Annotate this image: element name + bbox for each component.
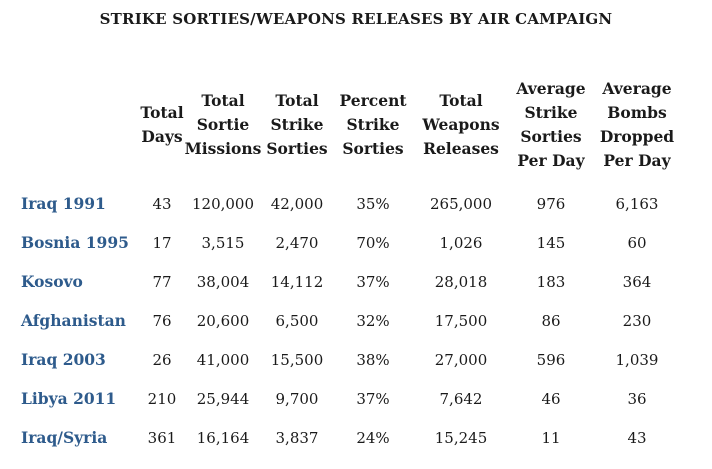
header-cell-total-weapons-releases: Total Weapons Releases [414,66,508,184]
header-line: Per Day [603,151,671,170]
cell-total-strike-sorties: 14,112 [270,272,324,291]
cell-avg-bombs-dropped-per-day: 364 [622,272,652,291]
cell-total-days: 77 [152,272,172,291]
cell-percent-strike-sorties: 37% [356,389,390,408]
cell-percent-strike-sorties: 32% [356,311,390,330]
cell-avg-bombs-dropped-per-day: 230 [622,311,652,330]
header-line: Sorties [266,139,328,158]
cell-total-weapons-releases: 15,245 [434,428,488,447]
cell-percent-strike-sorties: 70% [356,233,390,252]
header-line: Releases [423,139,499,158]
cell-percent-strike-sorties: 24% [356,428,390,447]
header-line: Days [141,127,183,146]
header-line: Dropped [599,127,675,146]
cell-avg-strike-sorties-per-day: 976 [536,194,566,213]
table-row: Bosnia 1995 17 3,515 2,470 70% 1,026 145 60 [12,223,680,262]
campaign-name: Iraq/Syria [21,428,108,447]
header-line: Strike [346,115,400,134]
cell-avg-strike-sorties-per-day: 596 [536,350,566,369]
cell-total-strike-sorties: 9,700 [275,389,319,408]
campaign-table: Total Days Total Sortie Missions Total Strike S… [12,66,680,457]
cell-total-weapons-releases: 1,026 [439,233,483,252]
cell-total-sortie-missions: 3,515 [201,233,245,252]
header-cell-percent-strike-sorties: Percent Strike Sorties [332,66,414,184]
campaign-name: Iraq 2003 [21,350,106,369]
campaign-name: Bosnia 1995 [21,233,129,252]
header-line: Strike [270,115,324,134]
header-line: Average [516,79,586,98]
table-row: Iraq/Syria 361 16,164 3,837 24% 15,245 11 43 [12,418,680,457]
header-cell-campaign [12,66,140,184]
header-line: Weapons [422,115,500,134]
header-line: Sortie [196,115,250,134]
header-cell-avg-strike-sorties-per-day: Average Strike Sorties Per Day [508,66,594,184]
cell-total-sortie-missions: 120,000 [191,194,255,213]
cell-total-sortie-missions: 16,164 [196,428,250,447]
cell-avg-bombs-dropped-per-day: 43 [627,428,647,447]
cell-total-sortie-missions: 25,944 [196,389,250,408]
header-cell-total-strike-sorties: Total Strike Sorties [262,66,332,184]
table-title: STRIKE SORTIES/WEAPONS RELEASES BY AIR C… [99,10,613,28]
cell-total-days: 76 [152,311,172,330]
cell-avg-strike-sorties-per-day: 86 [541,311,561,330]
table-row: Afghanistan 76 20,600 6,500 32% 17,500 86 230 [12,301,680,340]
header-line: Total [140,103,184,122]
cell-avg-bombs-dropped-per-day: 1,039 [615,350,659,369]
cell-total-sortie-missions: 38,004 [196,272,250,291]
cell-total-sortie-missions: 20,600 [196,311,250,330]
campaign-name: Libya 2011 [21,389,117,408]
header-row: Total Days Total Sortie Missions Total Strike S… [12,66,680,184]
cell-total-days: 17 [152,233,172,252]
cell-total-sortie-missions: 41,000 [196,350,250,369]
table-row: Libya 2011 210 25,944 9,700 37% 7,642 46 36 [12,379,680,418]
cell-total-strike-sorties: 2,470 [275,233,319,252]
header-line: Average [602,79,672,98]
table-row: Iraq 2003 26 41,000 15,500 38% 27,000 596 1,039 [12,340,680,379]
table-row: Kosovo 77 38,004 14,112 37% 28,018 183 364 [12,262,680,301]
campaign-name: Iraq 1991 [21,194,106,213]
header-cell-total-sortie-missions: Total Sortie Missions [184,66,262,184]
cell-total-weapons-releases: 17,500 [434,311,488,330]
cell-avg-bombs-dropped-per-day: 60 [627,233,647,252]
cell-avg-strike-sorties-per-day: 183 [536,272,566,291]
header-line: Total [275,91,319,110]
header-cell-total-days: Total Days [140,66,184,184]
cell-total-strike-sorties: 6,500 [275,311,319,330]
header-cell-avg-bombs-dropped-per-day: Average Bombs Dropped Per Day [594,66,680,184]
cell-total-weapons-releases: 265,000 [429,194,493,213]
cell-total-weapons-releases: 27,000 [434,350,488,369]
table-body: Iraq 1991 43 120,000 42,000 35% 265,000 976 6,1… [12,184,680,457]
cell-total-weapons-releases: 28,018 [434,272,488,291]
campaign-name: Kosovo [21,272,83,291]
header-line: Missions [184,139,262,158]
cell-avg-strike-sorties-per-day: 46 [541,389,561,408]
header-line: Strike [524,103,578,122]
cell-total-strike-sorties: 3,837 [275,428,319,447]
cell-avg-strike-sorties-per-day: 11 [541,428,561,447]
cell-avg-bombs-dropped-per-day: 36 [627,389,647,408]
cell-total-days: 210 [147,389,177,408]
cell-total-strike-sorties: 42,000 [270,194,324,213]
cell-percent-strike-sorties: 38% [356,350,390,369]
header-line: Sorties [342,139,404,158]
cell-percent-strike-sorties: 37% [356,272,390,291]
cell-avg-strike-sorties-per-day: 145 [536,233,566,252]
cell-total-weapons-releases: 7,642 [439,389,483,408]
header-line: Total [439,91,483,110]
campaign-name: Afghanistan [21,311,126,330]
header-line: Total [201,91,245,110]
header-line: Percent [339,91,407,110]
cell-avg-bombs-dropped-per-day: 6,163 [615,194,659,213]
cell-total-strike-sorties: 15,500 [270,350,324,369]
cell-percent-strike-sorties: 35% [356,194,390,213]
cell-total-days: 361 [147,428,177,447]
header-line: Per Day [517,151,585,170]
header-line: Bombs [607,103,667,122]
header-line: Sorties [520,127,582,146]
table-row: Iraq 1991 43 120,000 42,000 35% 265,000 976 6,1… [12,184,680,223]
cell-total-days: 26 [152,350,172,369]
cell-total-days: 43 [152,194,172,213]
